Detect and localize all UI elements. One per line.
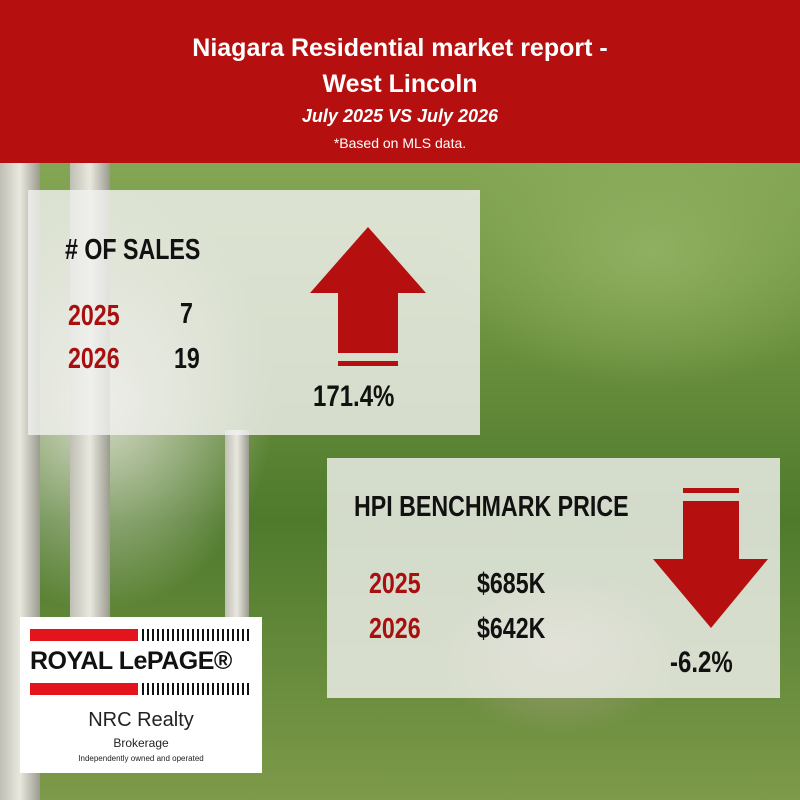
brand: ROYAL LePAGE® [30, 647, 232, 675]
tagline: Independently owned and operated [78, 754, 204, 763]
logo-bar [142, 629, 252, 641]
header: Niagara Residential market report - West… [0, 0, 800, 163]
panel-heading: HPI BENCHMARK PRICE [354, 491, 629, 523]
logo-bar [142, 683, 252, 695]
company: NRC Realty [88, 709, 194, 731]
logo: ROYAL LePAGE® NRC Realty Brokerage Indep… [20, 617, 262, 773]
hpi-panel: HPI BENCHMARK PRICE 2025 $685K 2026 $642… [327, 458, 780, 698]
down-arrow [653, 488, 768, 628]
value: $642K [477, 613, 546, 645]
logo-bar [30, 683, 138, 695]
subtitle: July 2025 VS July 2026 [301, 106, 499, 126]
value: 19 [174, 343, 200, 375]
brokerage: Brokerage [113, 736, 169, 750]
change: 171.4% [313, 380, 395, 413]
year: 2025 [68, 300, 120, 332]
title: Niagara Residential market report - [192, 34, 608, 62]
sales-panel: # OF SALES 2025 7 2026 19 171.4% [28, 190, 480, 435]
title: West Lincoln [322, 70, 478, 98]
year: 2026 [369, 613, 421, 645]
value: 7 [180, 298, 193, 330]
year: 2025 [369, 568, 421, 600]
year: 2026 [68, 343, 120, 375]
change: -6.2% [670, 646, 733, 679]
panel-heading: # OF SALES [65, 234, 201, 266]
note: *Based on MLS data. [333, 135, 467, 151]
tree-trunk [225, 430, 249, 630]
logo-bar [30, 629, 138, 641]
value: $685K [477, 568, 546, 600]
up-arrow [310, 227, 426, 366]
